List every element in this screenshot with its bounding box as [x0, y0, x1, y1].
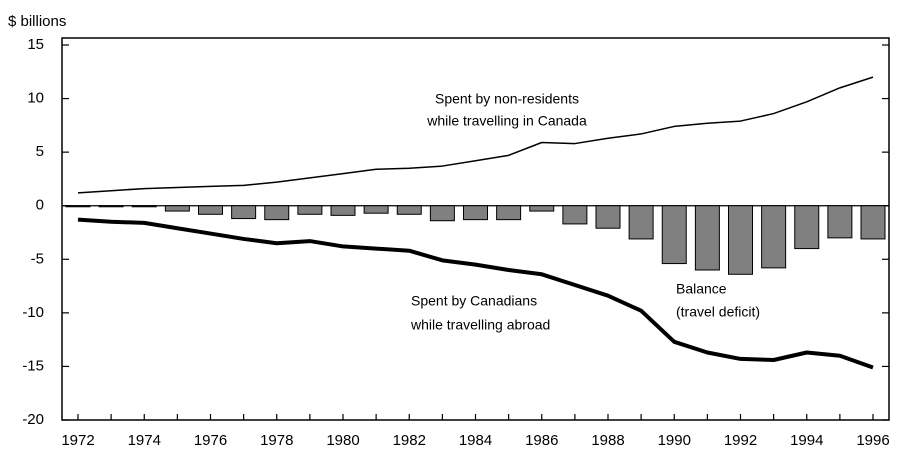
- series-annotation: Balance: [676, 281, 727, 297]
- bar: [794, 205, 820, 250]
- x-tick-label: 1972: [61, 432, 94, 449]
- bar: [628, 205, 654, 240]
- x-tick-label: 1986: [525, 432, 558, 449]
- bar: [529, 205, 555, 212]
- bar: [694, 205, 720, 271]
- bar: [661, 205, 687, 265]
- series-annotation: while travelling abroad: [410, 317, 550, 333]
- bar: [231, 205, 257, 220]
- x-tick-label: 1990: [658, 432, 691, 449]
- line: [77, 217, 874, 370]
- y-tick-label: -5: [31, 250, 44, 267]
- line: [77, 76, 874, 194]
- bar: [297, 205, 323, 215]
- bar: [496, 205, 522, 221]
- x-tick-label: 1992: [724, 432, 757, 449]
- series-annotation: Spent by non-residents: [435, 91, 579, 107]
- series-annotation: (travel deficit): [676, 304, 760, 320]
- x-tick-label: 1984: [459, 432, 492, 449]
- x-tick-label: 1982: [393, 432, 426, 449]
- bar: [164, 205, 190, 212]
- x-tick-label: 1988: [591, 432, 624, 449]
- bar: [396, 205, 422, 215]
- bar: [562, 205, 588, 225]
- bar: [131, 205, 157, 208]
- bar: [827, 205, 853, 239]
- bar: [728, 205, 753, 275]
- bar: [363, 205, 389, 214]
- bar: [761, 205, 787, 269]
- series-annotation: Spent by Canadians: [411, 293, 537, 309]
- y-tick-label: -20: [22, 411, 44, 428]
- x-tick-label: 1978: [260, 432, 293, 449]
- bar: [595, 205, 621, 229]
- y-tick-label: 15: [27, 36, 44, 53]
- y-tick-label: -15: [22, 357, 44, 374]
- bar: [264, 205, 290, 221]
- x-tick-label: 1980: [326, 432, 359, 449]
- bar: [860, 205, 886, 240]
- y-tick-label: 5: [36, 143, 44, 160]
- y-tick-label: -10: [22, 304, 44, 321]
- y-tick-label: 10: [27, 90, 44, 107]
- bar: [429, 205, 455, 222]
- series-annotation: while travelling in Canada: [426, 113, 587, 129]
- bar: [330, 205, 356, 216]
- x-tick-label: 1976: [194, 432, 227, 449]
- bar: [463, 205, 488, 221]
- bar: [65, 205, 91, 208]
- bar: [98, 205, 124, 208]
- y-tick-label: 0: [36, 197, 44, 214]
- x-tick-label: 1996: [856, 432, 889, 449]
- y-axis-label: $ billions: [8, 13, 66, 30]
- x-tick-label: 1974: [128, 432, 161, 449]
- bar: [198, 205, 223, 215]
- x-tick-label: 1994: [790, 432, 823, 449]
